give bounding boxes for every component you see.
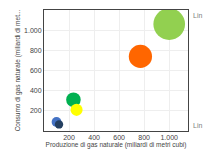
- svg-text:800: 800: [138, 134, 150, 141]
- svg-text:Produzione di gas naturale (mi: Produzione di gas naturale (miliardi di …: [46, 141, 187, 149]
- svg-text:200: 200: [63, 134, 75, 141]
- svg-text:400: 400: [88, 134, 100, 141]
- svg-text:800: 800: [30, 47, 42, 54]
- svg-text:Lin: Lin: [193, 122, 202, 129]
- svg-text:200: 200: [30, 107, 42, 114]
- svg-text:600: 600: [113, 134, 125, 141]
- svg-text:Lin: Lin: [193, 12, 202, 19]
- svg-text:Consumo di gas naturale (milia: Consumo di gas naturale (miliardi di met…: [14, 9, 22, 131]
- svg-text:1.000: 1.000: [24, 27, 42, 34]
- svg-text:400: 400: [30, 87, 42, 94]
- svg-text:1.000: 1.000: [160, 134, 178, 141]
- svg-text:600: 600: [30, 67, 42, 74]
